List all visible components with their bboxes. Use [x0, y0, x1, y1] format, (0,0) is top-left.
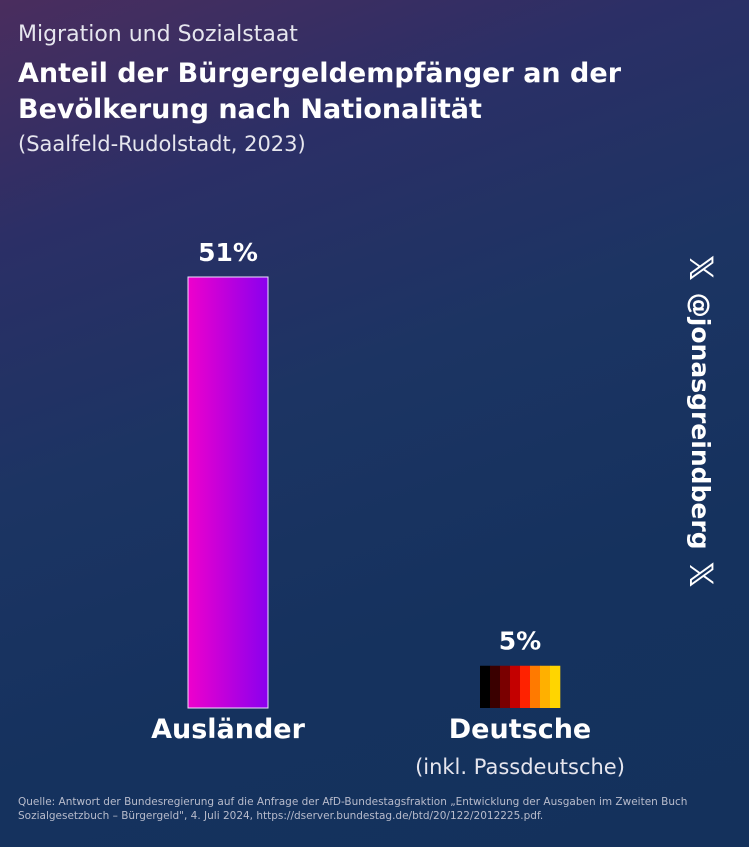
- value-label: 51%: [198, 238, 258, 267]
- bar-deutsche-stripe: [530, 665, 541, 708]
- source-note: Quelle: Antwort der Bundesregierung auf …: [18, 796, 688, 822]
- x-logo-icon: 𝕏: [682, 255, 720, 281]
- bar-deutsche: [480, 665, 561, 708]
- bar-deutsche-stripe: [520, 665, 531, 708]
- x-logo-icon: 𝕏: [682, 561, 720, 588]
- chart-title: Anteil der Bürgergeldempfänger an der Be…: [18, 58, 622, 125]
- category-label: Ausländer: [151, 714, 306, 745]
- handle-text: @jonasgreindberg: [686, 292, 716, 550]
- bar-deutsche-stripe: [480, 665, 491, 708]
- bar-deutsche-stripe: [540, 665, 551, 708]
- bar-deutsche-stripe: [550, 665, 561, 708]
- topic-label: Migration und Sozialstaat: [18, 22, 298, 47]
- value-label: 5%: [499, 627, 541, 656]
- category-note: (inkl. Passdeutsche): [415, 755, 625, 779]
- bar-auslaender: [187, 276, 269, 709]
- bar-deutsche-stripe: [490, 665, 501, 708]
- social-handle-watermark: 𝕏 @jonasgreindberg 𝕏: [682, 255, 720, 587]
- category-label: Deutsche: [449, 714, 591, 745]
- bar-deutsche-stripe: [500, 665, 511, 708]
- region-year-label: (Saalfeld-Rudolstadt, 2023): [18, 132, 306, 156]
- bar-deutsche-stripe: [510, 665, 521, 708]
